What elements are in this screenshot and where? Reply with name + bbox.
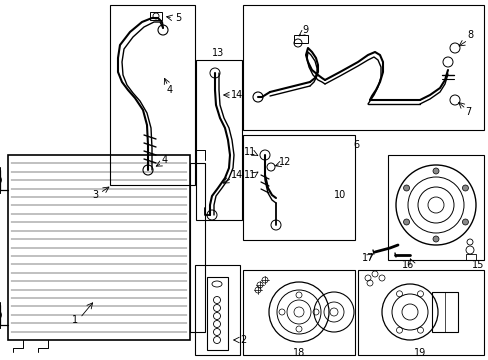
Circle shape bbox=[403, 185, 409, 191]
Bar bbox=[243, 270, 354, 355]
Text: 3: 3 bbox=[92, 190, 98, 200]
Text: 12: 12 bbox=[278, 157, 290, 167]
Bar bbox=[243, 5, 483, 130]
Text: 8: 8 bbox=[466, 30, 472, 40]
Bar bbox=[190, 163, 204, 332]
Text: 7: 7 bbox=[464, 107, 470, 117]
Bar bbox=[8, 155, 190, 340]
Text: 9: 9 bbox=[301, 25, 307, 35]
Bar bbox=[293, 35, 307, 43]
Circle shape bbox=[462, 219, 468, 225]
Circle shape bbox=[432, 236, 438, 242]
Text: 4: 4 bbox=[162, 155, 168, 165]
Bar bbox=[387, 155, 483, 260]
Text: 11: 11 bbox=[244, 147, 256, 157]
Text: 5: 5 bbox=[175, 13, 181, 23]
Circle shape bbox=[432, 168, 438, 174]
Text: 17: 17 bbox=[361, 253, 373, 263]
Text: 2: 2 bbox=[240, 335, 245, 345]
Bar bbox=[195, 265, 240, 355]
Text: 6: 6 bbox=[352, 140, 358, 150]
Bar bbox=[110, 5, 195, 185]
Text: 14: 14 bbox=[230, 90, 243, 100]
Circle shape bbox=[403, 219, 409, 225]
Text: 11: 11 bbox=[244, 170, 256, 180]
Text: 16: 16 bbox=[401, 260, 413, 270]
Text: 10: 10 bbox=[333, 190, 346, 200]
Bar bbox=[150, 12, 162, 20]
Bar bbox=[357, 270, 483, 355]
Bar bbox=[196, 60, 242, 220]
Bar bbox=[465, 254, 475, 260]
Bar bbox=[243, 135, 354, 240]
Text: 18: 18 bbox=[292, 348, 305, 358]
Text: 1: 1 bbox=[72, 315, 78, 325]
Text: 14: 14 bbox=[230, 170, 243, 180]
Text: 13: 13 bbox=[211, 48, 224, 58]
Bar bbox=[431, 292, 457, 332]
Text: 19: 19 bbox=[413, 348, 425, 358]
Circle shape bbox=[462, 185, 468, 191]
Bar bbox=[206, 277, 227, 350]
Text: 15: 15 bbox=[471, 260, 483, 270]
Text: 4: 4 bbox=[166, 85, 173, 95]
